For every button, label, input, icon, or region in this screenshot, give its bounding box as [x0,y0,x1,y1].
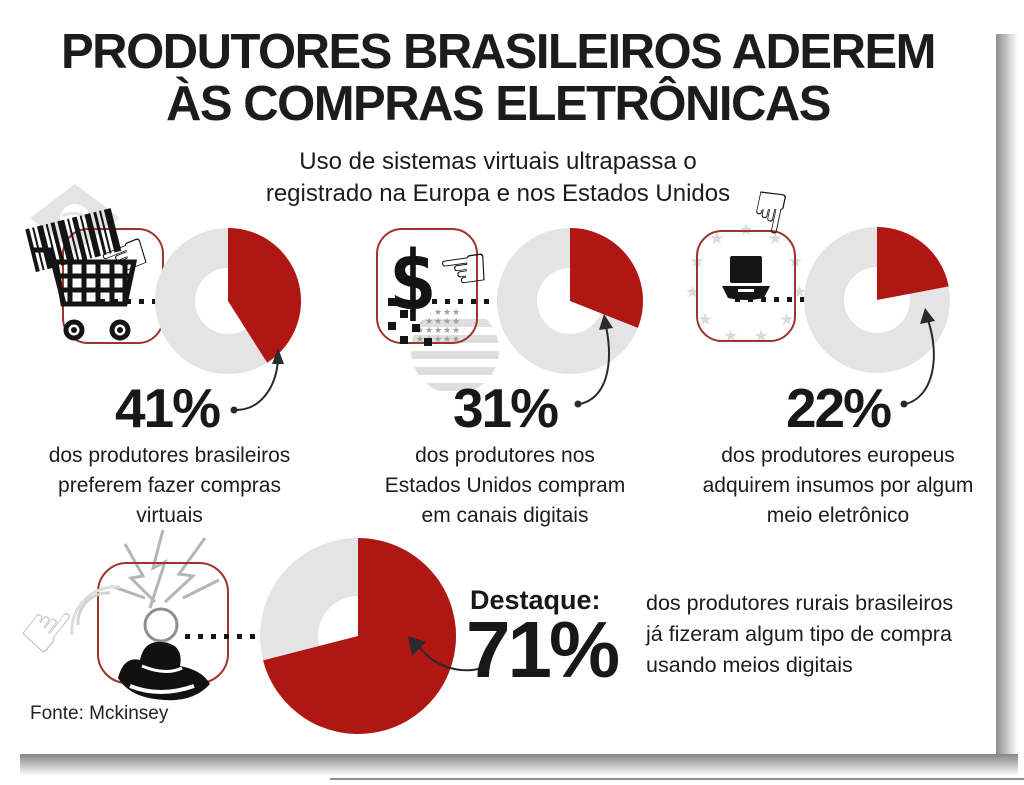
laptop-icon [722,256,770,300]
svg-text:★: ★ [425,326,433,336]
svg-text:★: ★ [443,335,451,345]
svg-text:★: ★ [452,308,460,318]
donut-chart-brazil [155,228,302,374]
stat-percent-europe: 22% [785,377,892,439]
page-edge-line [330,778,1024,780]
page-title-line-1: PRODUTORES BRASILEIROS ADEREM [61,25,936,79]
stat-percent-brazil: 41% [114,377,221,439]
donut-chart-usa [497,228,643,374]
svg-text:★: ★ [434,326,442,336]
cowboy-hat-icon [118,641,210,701]
arrow-to-slice-highlight [408,636,488,672]
pie-chart-highlight [260,538,457,734]
hand-cursor-icon: ☜ [433,231,495,307]
subtitle-line-2: registrado na Europa e nos Estados Unido… [265,180,731,207]
barcode-icon [25,208,122,273]
hand-cursor-icon: ☝ [7,586,84,670]
infographic-page: PRODUTORES BRASILEIROS ADEREM ÀS COMPRAS… [7,25,974,734]
stat-percent-highlight: 71% [466,605,620,694]
svg-text:★: ★ [434,317,442,327]
stat-description-usa: dos produtores nos Estados Unidos compra… [384,444,626,527]
stat-percent-usa: 31% [452,377,559,439]
dollar-pixel-blocks [388,298,432,346]
shopping-cart-icon [32,247,138,341]
touch-ripple-icon [70,585,121,636]
svg-text:★: ★ [443,326,451,336]
page-title-line-2: ÀS COMPRAS ELETRÔNICAS [166,77,831,131]
dollar-sign-icon: $ [388,234,438,329]
source-credit: Fonte: Mckinsey [30,703,169,724]
svg-text:★: ★ [416,335,424,345]
stat-description-brazil: dos produtores brasileiros preferem faze… [48,444,291,527]
arrow-to-slice-usa [574,314,613,408]
highlight-label: Destaque: [470,585,601,615]
page-shadow-right [996,34,1018,756]
svg-text:★: ★ [443,317,451,327]
svg-text:★: ★ [443,308,451,318]
stat-description-highlight: dos produtores rurais brasileiros já fiz… [646,591,954,677]
stat-description-europe: dos produtores europeus adquirem insumos… [702,444,974,527]
svg-text:★: ★ [434,308,442,318]
svg-text:★: ★ [434,335,442,345]
donut-chart-europe [804,227,950,373]
page-shadow-bottom [20,754,1018,776]
arrow-to-slice-brazil [230,348,284,414]
svg-text:★: ★ [425,317,433,327]
icon-frame-europe [696,230,796,342]
svg-text:★: ★ [416,326,424,336]
arrow-to-slice-europe [900,308,935,408]
subtitle-line-1: Uso de sistemas virtuais ultrapassa o [299,148,697,175]
